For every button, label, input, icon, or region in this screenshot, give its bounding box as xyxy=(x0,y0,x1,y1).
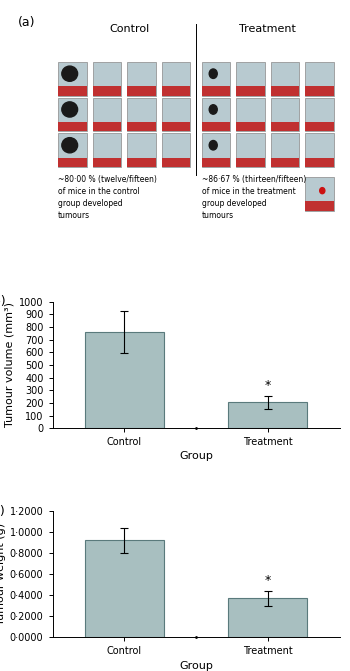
FancyBboxPatch shape xyxy=(202,86,230,96)
FancyBboxPatch shape xyxy=(271,86,299,96)
FancyBboxPatch shape xyxy=(271,122,299,132)
FancyBboxPatch shape xyxy=(93,98,121,132)
FancyBboxPatch shape xyxy=(58,122,87,132)
Ellipse shape xyxy=(209,105,217,114)
FancyBboxPatch shape xyxy=(127,134,156,167)
FancyBboxPatch shape xyxy=(127,122,156,132)
FancyBboxPatch shape xyxy=(58,134,87,167)
Y-axis label: Tumour volume (mm³): Tumour volume (mm³) xyxy=(5,303,15,427)
FancyBboxPatch shape xyxy=(236,158,265,167)
FancyBboxPatch shape xyxy=(58,86,87,96)
FancyBboxPatch shape xyxy=(93,86,121,96)
FancyBboxPatch shape xyxy=(202,98,230,132)
FancyBboxPatch shape xyxy=(305,201,334,211)
FancyBboxPatch shape xyxy=(236,98,265,132)
Bar xyxy=(228,599,307,637)
FancyBboxPatch shape xyxy=(162,158,190,167)
FancyBboxPatch shape xyxy=(162,122,190,132)
FancyBboxPatch shape xyxy=(236,134,265,167)
FancyBboxPatch shape xyxy=(162,98,190,132)
FancyBboxPatch shape xyxy=(58,158,87,167)
Ellipse shape xyxy=(209,140,217,150)
FancyBboxPatch shape xyxy=(271,158,299,167)
FancyBboxPatch shape xyxy=(236,62,265,96)
FancyBboxPatch shape xyxy=(305,122,334,132)
FancyBboxPatch shape xyxy=(93,62,121,96)
Text: (c): (c) xyxy=(0,505,6,517)
FancyBboxPatch shape xyxy=(127,86,156,96)
Text: (a): (a) xyxy=(18,16,36,29)
X-axis label: Group: Group xyxy=(179,452,213,462)
FancyBboxPatch shape xyxy=(305,134,334,167)
FancyBboxPatch shape xyxy=(305,98,334,132)
Bar xyxy=(85,540,164,637)
Text: ~80·00 % (twelve/fifteen)
of mice in the control
group developed
tumours: ~80·00 % (twelve/fifteen) of mice in the… xyxy=(58,175,157,219)
FancyBboxPatch shape xyxy=(162,62,190,96)
FancyBboxPatch shape xyxy=(202,158,230,167)
Text: *: * xyxy=(265,379,271,392)
X-axis label: Group: Group xyxy=(179,661,213,670)
FancyBboxPatch shape xyxy=(305,158,334,167)
FancyBboxPatch shape xyxy=(93,158,121,167)
Y-axis label: Tumour weight (g): Tumour weight (g) xyxy=(0,523,6,625)
FancyBboxPatch shape xyxy=(305,86,334,96)
FancyBboxPatch shape xyxy=(271,134,299,167)
FancyBboxPatch shape xyxy=(236,86,265,96)
Bar xyxy=(228,402,307,428)
FancyBboxPatch shape xyxy=(271,62,299,96)
Ellipse shape xyxy=(320,188,325,194)
FancyBboxPatch shape xyxy=(305,177,334,211)
FancyBboxPatch shape xyxy=(202,134,230,167)
FancyBboxPatch shape xyxy=(58,62,87,96)
Ellipse shape xyxy=(62,66,78,81)
FancyBboxPatch shape xyxy=(162,86,190,96)
Ellipse shape xyxy=(209,69,217,79)
Text: *: * xyxy=(265,574,271,587)
FancyBboxPatch shape xyxy=(202,62,230,96)
FancyBboxPatch shape xyxy=(271,98,299,132)
Ellipse shape xyxy=(62,102,78,117)
FancyBboxPatch shape xyxy=(236,122,265,132)
FancyBboxPatch shape xyxy=(93,134,121,167)
FancyBboxPatch shape xyxy=(162,134,190,167)
Text: ~86·67 % (thirteen/fifteen)
of mice in the treatment
group developed
tumours: ~86·67 % (thirteen/fifteen) of mice in t… xyxy=(202,175,306,219)
Ellipse shape xyxy=(62,138,78,153)
Text: (b): (b) xyxy=(0,295,7,309)
FancyBboxPatch shape xyxy=(93,122,121,132)
FancyBboxPatch shape xyxy=(58,98,87,132)
Text: Control: Control xyxy=(110,24,150,34)
FancyBboxPatch shape xyxy=(127,98,156,132)
FancyBboxPatch shape xyxy=(127,158,156,167)
Bar xyxy=(85,332,164,428)
Text: Treatment: Treatment xyxy=(239,24,296,34)
FancyBboxPatch shape xyxy=(202,122,230,132)
FancyBboxPatch shape xyxy=(305,62,334,96)
FancyBboxPatch shape xyxy=(127,62,156,96)
